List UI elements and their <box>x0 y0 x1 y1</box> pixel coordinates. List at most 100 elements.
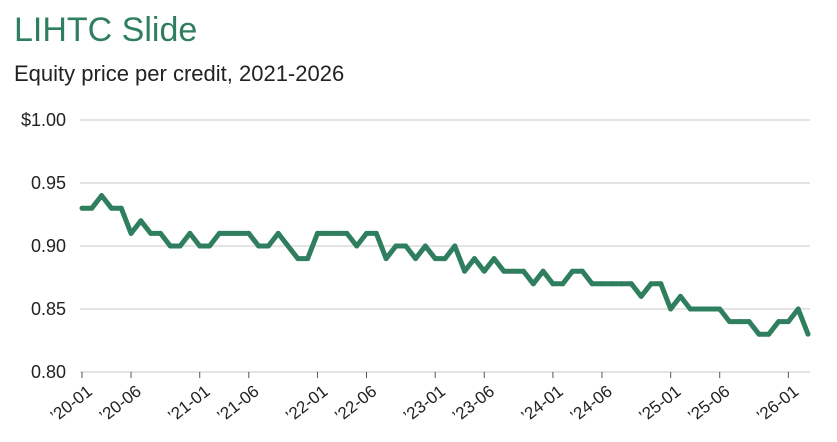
data-point <box>324 230 330 236</box>
data-point <box>275 230 281 236</box>
data-point <box>540 268 546 274</box>
data-point <box>707 306 713 312</box>
data-point <box>501 268 507 274</box>
x-tick-label: ’25-01 <box>635 382 684 426</box>
x-tick-label: ’24-06 <box>567 382 616 426</box>
data-point <box>197 243 203 249</box>
data-point <box>452 243 458 249</box>
data-point <box>658 281 664 287</box>
data-point <box>373 230 379 236</box>
data-point <box>766 331 772 337</box>
y-axis-ticks: $1.00 0.95 0.90 0.85 0.80 <box>21 110 66 382</box>
data-point <box>462 268 468 274</box>
data-point <box>383 256 389 262</box>
data-point <box>648 281 654 287</box>
data-point <box>177 243 183 249</box>
data-point <box>422 243 428 249</box>
data-point <box>785 319 791 325</box>
data-point <box>344 230 350 236</box>
data-point <box>491 256 497 262</box>
data-point <box>256 243 262 249</box>
series-layer <box>79 193 811 337</box>
data-point <box>668 306 674 312</box>
x-axis-ticks: ’20-01’20-06 ’21-01’21-06 ’22-01’22-06 ’23-… <box>47 372 802 426</box>
data-point <box>413 256 419 262</box>
data-point <box>108 205 114 211</box>
data-point <box>746 319 752 325</box>
x-tick-label: ’21-06 <box>214 382 263 426</box>
data-point <box>285 243 291 249</box>
data-point <box>717 306 723 312</box>
data-point <box>481 268 487 274</box>
x-tick-label: ’23-06 <box>449 382 498 426</box>
data-point <box>403 243 409 249</box>
data-point <box>609 281 615 287</box>
data-point <box>579 268 585 274</box>
data-point <box>128 230 134 236</box>
data-point <box>638 293 644 299</box>
data-point <box>226 230 232 236</box>
data-point <box>805 331 811 337</box>
data-point <box>599 281 605 287</box>
data-point <box>756 331 762 337</box>
data-point <box>520 268 526 274</box>
data-point <box>432 256 438 262</box>
chart-subtitle: Equity price per credit, 2021-2026 <box>14 61 345 86</box>
y-tick-label: 0.95 <box>31 173 66 193</box>
data-point <box>118 205 124 211</box>
data-point <box>364 230 370 236</box>
y-tick-label: $1.00 <box>21 110 66 130</box>
data-point <box>550 281 556 287</box>
data-point <box>687 306 693 312</box>
gridlines <box>80 119 810 373</box>
series-line <box>82 193 811 337</box>
y-tick-label: 0.90 <box>31 236 66 256</box>
data-point <box>628 281 634 287</box>
data-point <box>265 243 271 249</box>
x-tick-label: ’25-06 <box>685 382 734 426</box>
data-point <box>442 256 448 262</box>
data-point <box>677 293 683 299</box>
data-point <box>776 319 782 325</box>
data-point <box>334 230 340 236</box>
data-point <box>560 281 566 287</box>
data-point <box>530 281 536 287</box>
data-point <box>138 218 144 224</box>
data-point <box>795 306 801 312</box>
data-point <box>167 243 173 249</box>
data-point <box>295 256 301 262</box>
data-point <box>697 306 703 312</box>
x-tick-label: ’21-01 <box>165 382 214 426</box>
x-tick-label: ’24-01 <box>518 382 567 426</box>
data-point <box>187 230 193 236</box>
data-point <box>305 256 311 262</box>
x-tick-label: ’20-06 <box>96 382 145 426</box>
data-point <box>619 281 625 287</box>
data-point <box>471 256 477 262</box>
data-point <box>157 230 163 236</box>
data-point <box>79 205 85 211</box>
data-point <box>207 243 213 249</box>
x-tick-label: ’22-01 <box>282 382 331 426</box>
data-point <box>354 243 360 249</box>
x-tick-label: ’23-01 <box>400 382 449 426</box>
data-point <box>236 230 242 236</box>
chart-title: LIHTC Slide <box>14 11 198 49</box>
x-tick-label: ’20-01 <box>47 382 96 426</box>
data-point <box>99 193 105 199</box>
y-tick-label: 0.85 <box>31 299 66 319</box>
x-tick-label: ’26-01 <box>753 382 802 426</box>
data-point <box>511 268 517 274</box>
x-tick-label: ’22-06 <box>331 382 380 426</box>
data-point <box>148 230 154 236</box>
y-tick-label: 0.80 <box>31 362 66 382</box>
data-point <box>314 230 320 236</box>
data-point <box>736 319 742 325</box>
data-point <box>216 230 222 236</box>
data-point <box>393 243 399 249</box>
data-point <box>89 205 95 211</box>
data-point <box>589 281 595 287</box>
data-point <box>246 230 252 236</box>
data-point <box>570 268 576 274</box>
